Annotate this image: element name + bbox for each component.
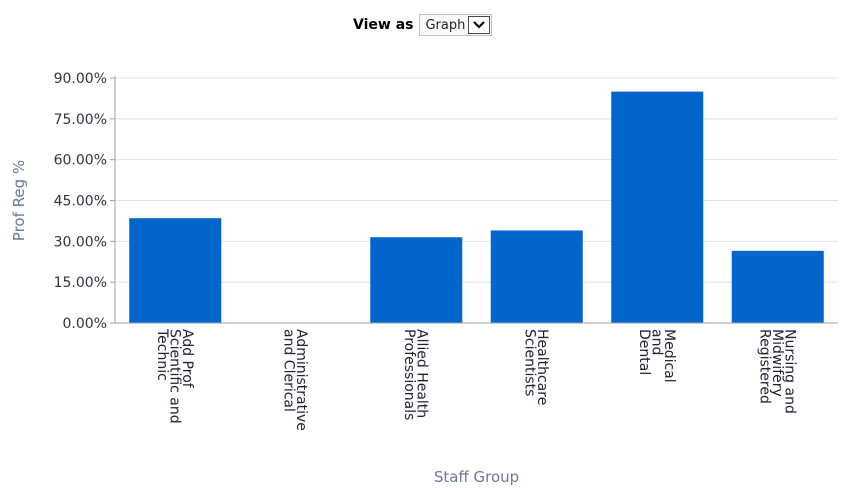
bar[interactable] bbox=[370, 237, 463, 323]
category-label-line: Professionals bbox=[401, 329, 417, 420]
y-tick-label: 30.00% bbox=[54, 234, 107, 250]
grid-lines bbox=[115, 77, 838, 283]
category-label-line: Midwifery bbox=[769, 329, 785, 397]
y-tick-label: 90.00% bbox=[54, 71, 107, 87]
bar[interactable] bbox=[490, 230, 583, 323]
view-as-control: View as Graph bbox=[353, 12, 493, 38]
category-label-line: Nursing and bbox=[781, 329, 797, 414]
category-label-line: Medical bbox=[661, 329, 677, 383]
bar[interactable] bbox=[731, 250, 824, 323]
x-axis-title: Staff Group bbox=[434, 468, 519, 486]
y-tick-label: 60.00% bbox=[54, 153, 107, 169]
view-as-select[interactable]: Graph bbox=[419, 14, 493, 36]
y-tick-label: 0.00% bbox=[63, 316, 107, 332]
chevron-down-icon[interactable] bbox=[468, 16, 491, 34]
y-tick-label: 15.00% bbox=[54, 275, 107, 291]
bar[interactable] bbox=[129, 218, 222, 323]
category-label-line: Healthcare bbox=[534, 329, 550, 405]
y-axis-ticks: 0.00% 15.00% 30.00% 45.00% 60.00% 75.00% 90.00… bbox=[54, 71, 115, 332]
category-label-line: Scientific and bbox=[166, 329, 182, 424]
axes bbox=[114, 76, 838, 324]
category-label-line: Registered bbox=[756, 329, 772, 404]
bar[interactable] bbox=[611, 91, 704, 323]
bars bbox=[129, 91, 824, 323]
y-tick-label: 45.00% bbox=[54, 194, 107, 210]
category-label-line: Allied Health bbox=[414, 329, 430, 418]
view-as-label: View as bbox=[353, 17, 414, 33]
category-label-line: Administrative bbox=[293, 329, 309, 431]
category-label-line: Dental bbox=[636, 329, 652, 375]
category-label-line: and bbox=[648, 329, 664, 355]
category-label-line: Scientists bbox=[522, 329, 538, 396]
category-label-line: Add Prof bbox=[179, 329, 195, 389]
category-label-line: Technic bbox=[154, 328, 170, 381]
y-axis-title: Prof Reg % bbox=[10, 160, 28, 241]
view-as-selected-value: Graph bbox=[425, 17, 466, 33]
y-tick-label: 75.00% bbox=[54, 112, 107, 128]
category-label-line: and Clerical bbox=[281, 329, 297, 412]
